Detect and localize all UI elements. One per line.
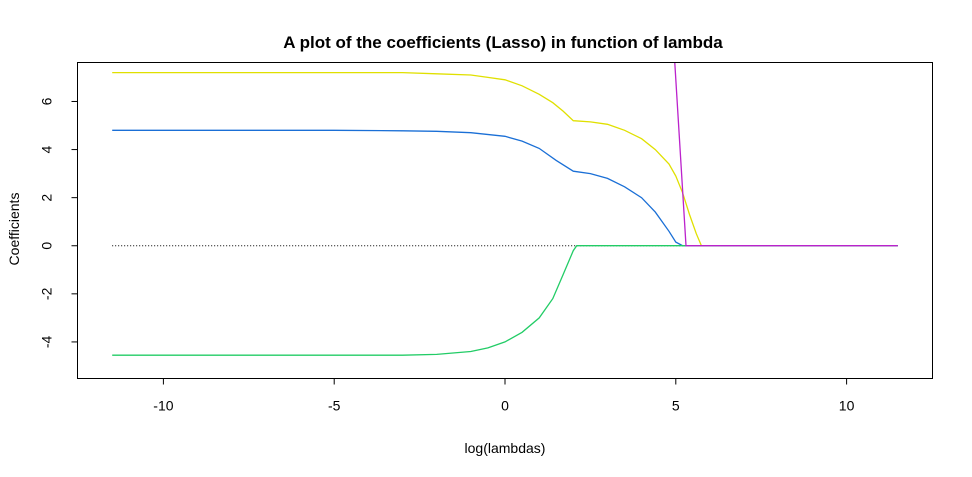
series-line-1 [112, 71, 898, 247]
y-axis: -4 -2 0 2 4 6 [39, 97, 78, 348]
x-tick-label-1: -5 [328, 398, 341, 414]
series-line-3 [112, 245, 898, 356]
x-axis: -10 -5 0 5 10 [153, 378, 855, 414]
plot-frame [77, 62, 933, 379]
y-tick-label-0: -4 [39, 335, 55, 348]
y-tick-label-2: 0 [39, 242, 55, 250]
x-tick-label-0: -10 [153, 398, 173, 414]
y-tick-label-4: 4 [39, 145, 55, 153]
y-tick-label-5: 6 [39, 97, 55, 105]
series-group [112, 63, 898, 356]
x-tick-label-4: 10 [839, 398, 855, 414]
series-line-2 [112, 129, 898, 247]
y-tick-label-3: 2 [39, 194, 55, 202]
y-axis-label: Coefficients [6, 193, 22, 266]
series-line-4 [674, 63, 898, 247]
x-axis-label: log(lambdas) [465, 440, 546, 456]
y-tick-label-1: -2 [39, 287, 55, 300]
x-tick-label-3: 5 [672, 398, 680, 414]
x-tick-label-2: 0 [501, 398, 509, 414]
chart-title: A plot of the coefficients (Lasso) in fu… [283, 33, 723, 52]
